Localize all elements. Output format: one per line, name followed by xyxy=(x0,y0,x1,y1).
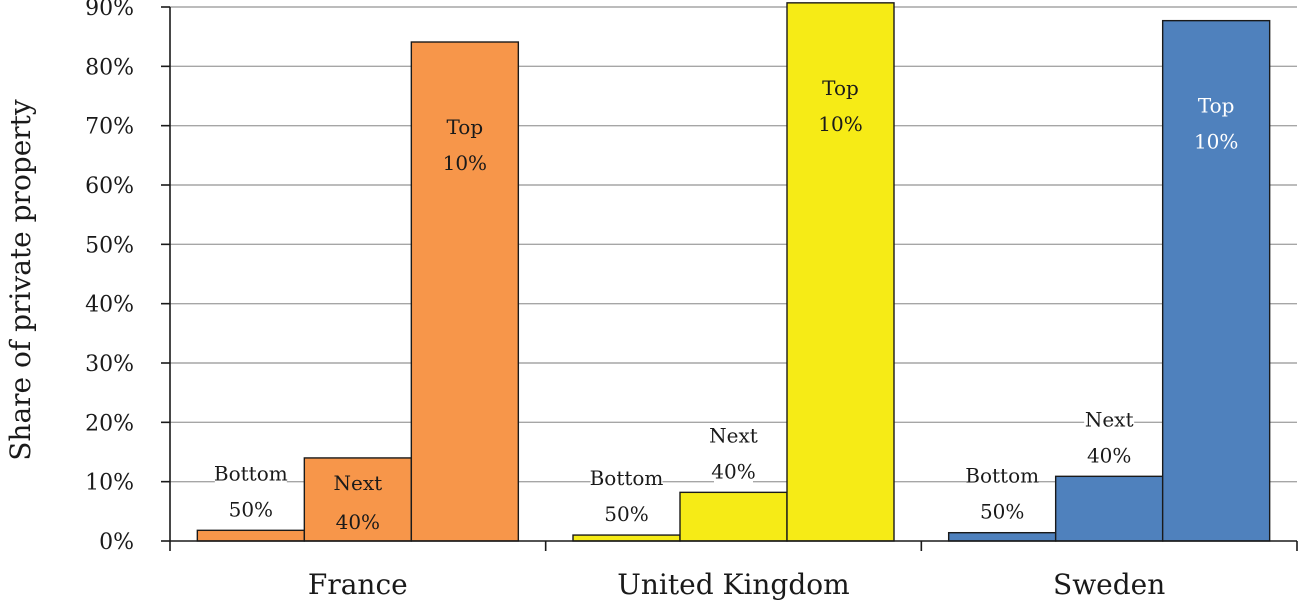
bar-label: 10% xyxy=(1194,130,1238,154)
y-tick-label: 70% xyxy=(85,115,134,140)
bar-label: 40% xyxy=(336,510,380,534)
label-background xyxy=(607,503,646,528)
y-tick-label: 40% xyxy=(85,293,134,318)
x-category-label: Sweden xyxy=(1053,568,1165,601)
label-background xyxy=(708,424,759,449)
y-tick-label: 60% xyxy=(85,174,134,199)
bar-label: 40% xyxy=(711,459,755,483)
bar-label: 10% xyxy=(818,112,862,136)
bar-label: 50% xyxy=(604,502,648,526)
y-tick-label: 50% xyxy=(85,233,134,258)
bar-label: 50% xyxy=(980,500,1024,524)
bar-label: Next xyxy=(334,471,383,495)
bar-united-kingdom-1 xyxy=(572,534,681,542)
label-background xyxy=(590,467,663,492)
y-tick-label: 30% xyxy=(85,352,134,377)
bar-united-kingdom-3 xyxy=(786,2,895,542)
y-tick-label: 80% xyxy=(85,55,134,80)
bar-france-3 xyxy=(410,41,520,542)
label-background xyxy=(214,462,287,487)
label-background xyxy=(966,464,1039,489)
gridlines xyxy=(170,6,1297,483)
y-tick-label: 20% xyxy=(85,411,134,436)
label-background xyxy=(1089,444,1129,469)
bar-label: 50% xyxy=(229,497,273,521)
bar-label: Next xyxy=(1085,407,1134,431)
bar-sweden-2 xyxy=(1054,475,1164,542)
label-background xyxy=(714,460,753,485)
y-axis-label: Share of private property xyxy=(4,99,37,461)
bar-united-kingdom-2 xyxy=(679,491,788,542)
bar-labels: Bottom 50% Next 40% Top 10% Bottom 50% Next 40% To… xyxy=(214,76,1238,534)
bar-label: Bottom xyxy=(590,466,664,490)
bar-label: Top xyxy=(447,115,484,139)
bar-france-1 xyxy=(196,529,306,542)
bar-label: Top xyxy=(1198,94,1235,118)
x-category-label: France xyxy=(308,568,408,601)
bar-france-2 xyxy=(303,457,413,542)
bar-label: 10% xyxy=(443,151,487,175)
label-background xyxy=(1084,408,1135,433)
y-tick-label: 90% xyxy=(85,0,134,21)
y-tick-label: 10% xyxy=(85,471,134,496)
bar-sweden-1 xyxy=(947,531,1057,542)
label-background xyxy=(231,498,271,523)
label-background xyxy=(982,500,1022,525)
x-category-label: United Kingdom xyxy=(617,568,849,601)
y-tick-label: 0% xyxy=(99,530,134,555)
bar-sweden-3 xyxy=(1161,19,1271,542)
bar-label: 40% xyxy=(1087,443,1131,467)
bar-label: Bottom xyxy=(965,464,1039,488)
bar-label: Next xyxy=(709,423,758,447)
bar-label: Top xyxy=(822,76,859,100)
axes: 0% 10% 20% 30% 40% 50% 60% 70% 80% 90% France Unite… xyxy=(85,0,1298,601)
bars xyxy=(196,2,1271,542)
bar-label: Bottom xyxy=(214,461,288,485)
